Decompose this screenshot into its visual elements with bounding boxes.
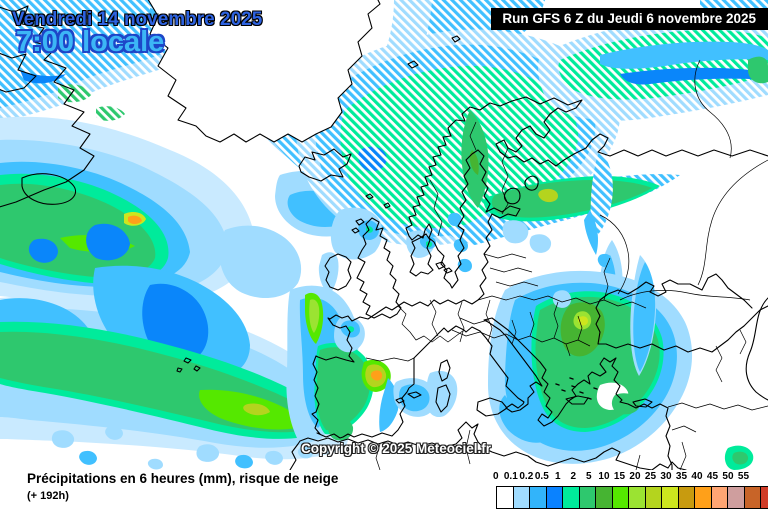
legend-tick-label: 5	[585, 471, 592, 482]
legend-color-cell	[611, 486, 629, 509]
legend-color-cell	[743, 486, 761, 509]
legend-color-cell	[694, 486, 712, 509]
legend-tick-label: 45	[706, 471, 719, 482]
legend-color-cell	[677, 486, 695, 509]
legend-tick-label: 35	[675, 471, 688, 482]
legend-swatches	[496, 486, 768, 509]
legend-color-cell	[760, 486, 768, 509]
legend-color-cell	[628, 486, 646, 509]
map-caption: Précipitations en 6 heures (mm), risque …	[27, 471, 339, 486]
legend-tick-label: 40	[691, 471, 703, 482]
legend-tick-label: 0.2	[519, 471, 534, 482]
legend-color-cell	[578, 486, 596, 509]
legend-tick-label: 50	[722, 471, 734, 482]
legend-tick-label: 15	[613, 471, 626, 482]
copyright-label: Copyright © 2025 Meteociel.fr	[301, 441, 491, 456]
legend-color-cell	[529, 486, 547, 509]
legend-color-cell	[727, 486, 745, 509]
coastlines-layer	[0, 0, 768, 470]
legend-color-cell	[710, 486, 728, 509]
legend-color-cell	[595, 486, 613, 509]
legend-color-cell	[512, 486, 530, 509]
legend-tick-label: 55	[737, 471, 750, 482]
forecast-hour-label: (+ 192h)	[27, 490, 69, 502]
legend-tick-label: 25	[644, 471, 657, 482]
forecast-time-label: 7:00 locale	[16, 26, 165, 58]
legend-color-cell	[545, 486, 563, 509]
legend-tick-label: 1	[554, 471, 561, 482]
legend-tick-label: 0.1	[503, 471, 518, 482]
weather-map	[0, 0, 768, 470]
model-run-label: Run GFS 6 Z du Jeudi 6 novembre 2025	[491, 8, 768, 30]
legend-tick-label: 10	[598, 471, 610, 482]
forecast-date-label: Vendredi 14 novembre 2025	[12, 9, 263, 30]
legend-labels: 0 0.1 0.2 0.5 1 2 5 10 15 20 25 30 35 40 45 50 55	[492, 471, 766, 483]
borders-layer	[365, 59, 768, 470]
legend-color-cell	[661, 486, 679, 509]
legend-tick-label: 0.5	[534, 471, 549, 482]
legend-color-cell	[496, 486, 514, 509]
legend-tick-label: 30	[660, 471, 672, 482]
legend-tick-label: 20	[629, 471, 641, 482]
legend-color-cell	[644, 486, 662, 509]
legend-tick-label: 2	[570, 471, 577, 482]
legend-tick-label: 0	[492, 471, 499, 482]
legend-color-cell	[562, 486, 580, 509]
